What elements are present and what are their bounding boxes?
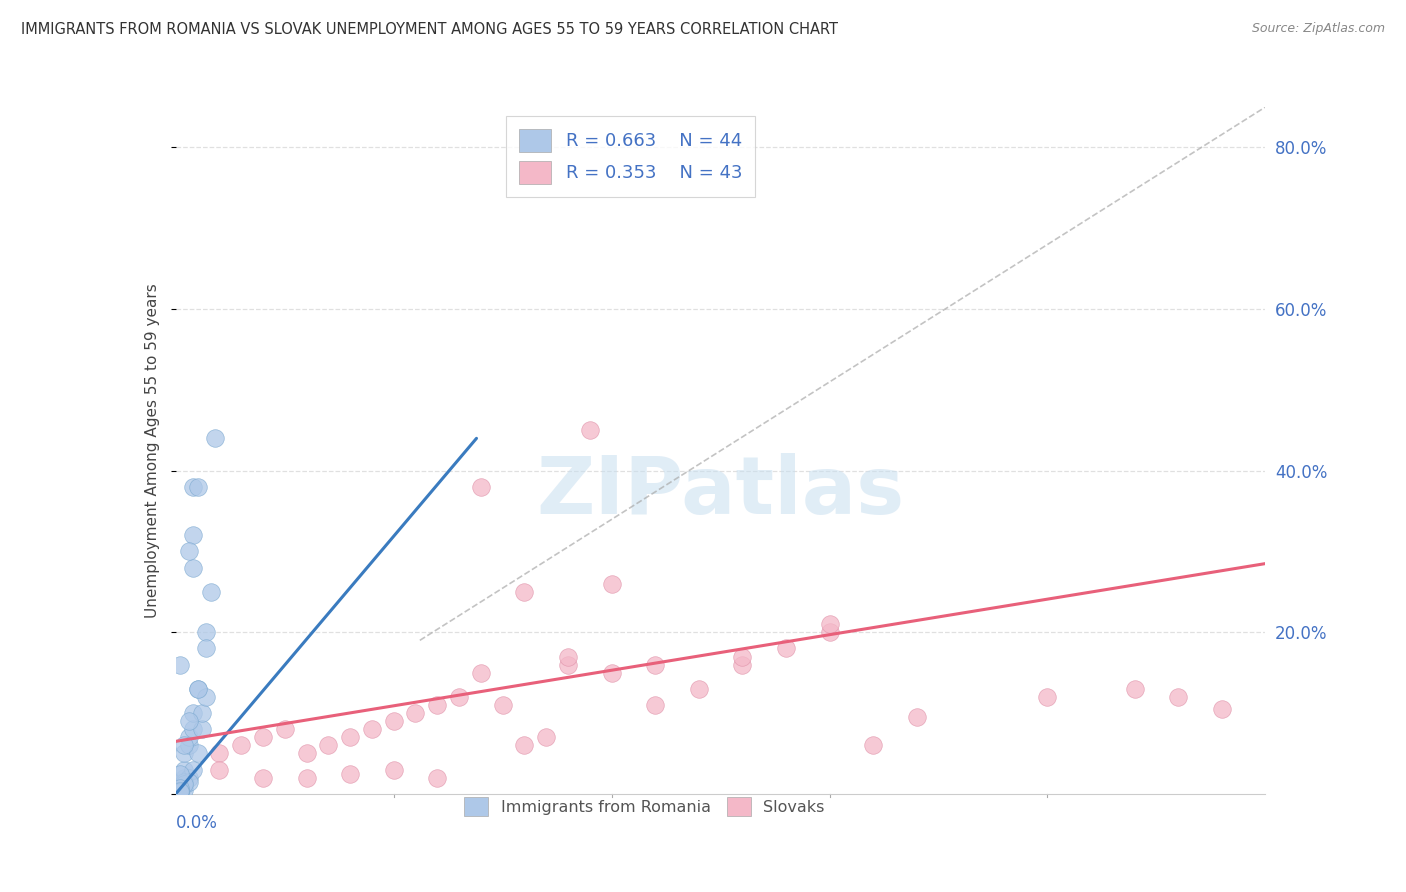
Legend: Immigrants from Romania, Slovaks: Immigrants from Romania, Slovaks [456, 789, 832, 823]
Point [426, 698, 449, 712]
Point [360, 723, 382, 737]
Point [195, 690, 218, 704]
Point [470, 665, 492, 680]
Point [177, 771, 200, 785]
Point [169, 784, 191, 798]
Point [191, 723, 214, 737]
Point [231, 739, 253, 753]
Point [534, 731, 557, 745]
Text: 0.0%: 0.0% [176, 814, 218, 832]
Point [169, 774, 191, 789]
Point [470, 480, 492, 494]
Point [318, 739, 340, 753]
Point [195, 641, 218, 656]
Point [252, 771, 274, 785]
Point [447, 690, 470, 704]
Point [173, 763, 195, 777]
Point [186, 681, 209, 696]
Point [731, 649, 754, 664]
Point [579, 423, 602, 437]
Point [295, 747, 318, 761]
Point [181, 560, 204, 574]
Point [557, 649, 579, 664]
Point [169, 785, 191, 799]
Point [173, 782, 195, 797]
Point [169, 657, 191, 672]
Point [818, 617, 841, 632]
Point [181, 723, 204, 737]
Text: Source: ZipAtlas.com: Source: ZipAtlas.com [1251, 22, 1385, 36]
Point [1211, 702, 1233, 716]
Point [426, 771, 449, 785]
Point [173, 779, 195, 793]
Point [405, 706, 427, 720]
Point [181, 480, 204, 494]
Point [181, 528, 204, 542]
Point [186, 480, 209, 494]
Point [177, 714, 200, 728]
Point [818, 625, 841, 640]
Point [295, 771, 318, 785]
Point [169, 781, 191, 796]
Point [173, 739, 195, 753]
Point [775, 641, 797, 656]
Point [169, 779, 191, 793]
Point [252, 731, 274, 745]
Point [382, 763, 405, 777]
Point [600, 665, 623, 680]
Point [731, 657, 754, 672]
Point [186, 747, 209, 761]
Point [644, 698, 666, 712]
Point [186, 681, 209, 696]
Y-axis label: Unemployment Among Ages 55 to 59 years: Unemployment Among Ages 55 to 59 years [145, 283, 160, 618]
Point [177, 544, 200, 558]
Point [181, 706, 204, 720]
Point [862, 739, 884, 753]
Point [169, 766, 191, 780]
Point [274, 723, 297, 737]
Point [208, 763, 231, 777]
Point [339, 731, 361, 745]
Point [177, 739, 200, 753]
Point [492, 698, 515, 712]
Point [169, 785, 191, 799]
Text: IMMIGRANTS FROM ROMANIA VS SLOVAK UNEMPLOYMENT AMONG AGES 55 TO 59 YEARS CORRELA: IMMIGRANTS FROM ROMANIA VS SLOVAK UNEMPL… [21, 22, 838, 37]
Point [173, 777, 195, 791]
Point [181, 763, 204, 777]
Point [382, 714, 405, 728]
Point [1123, 681, 1146, 696]
Point [204, 431, 226, 445]
Point [1036, 690, 1059, 704]
Point [177, 731, 200, 745]
Point [169, 780, 191, 795]
Point [169, 783, 191, 797]
Point [169, 782, 191, 797]
Point [600, 576, 623, 591]
Point [557, 657, 579, 672]
Point [169, 782, 191, 797]
Point [208, 747, 231, 761]
Point [173, 747, 195, 761]
Point [688, 681, 710, 696]
Point [339, 766, 361, 780]
Point [644, 657, 666, 672]
Point [200, 585, 222, 599]
Text: ZIPatlas: ZIPatlas [537, 452, 904, 531]
Point [169, 784, 191, 798]
Point [191, 706, 214, 720]
Point [1167, 690, 1189, 704]
Point [905, 710, 928, 724]
Point [177, 774, 200, 789]
Point [195, 625, 218, 640]
Point [513, 585, 536, 599]
Point [513, 739, 536, 753]
Point [173, 774, 195, 789]
Point [173, 771, 195, 785]
